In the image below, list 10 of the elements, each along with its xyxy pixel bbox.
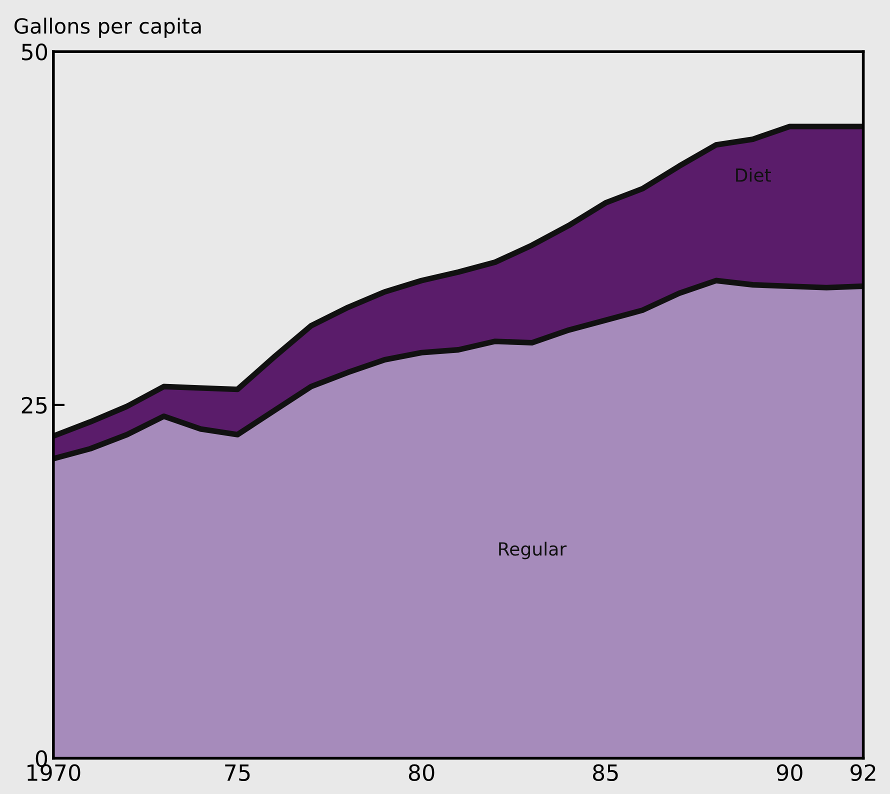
y-tick-label: 25	[22, 396, 47, 414]
x-tick-label: 80	[408, 764, 434, 782]
series-label: Regular	[499, 542, 567, 560]
y-tick-label: 50	[22, 44, 48, 60]
x-tick-label: 85	[592, 764, 618, 782]
series-label: Diet	[736, 168, 771, 182]
x-tick-label: 92	[850, 764, 876, 782]
x-tick-label: 90	[776, 764, 802, 782]
y-axis-title: Gallons per capita	[14, 18, 201, 38]
x-tick-label: 75	[225, 764, 250, 782]
